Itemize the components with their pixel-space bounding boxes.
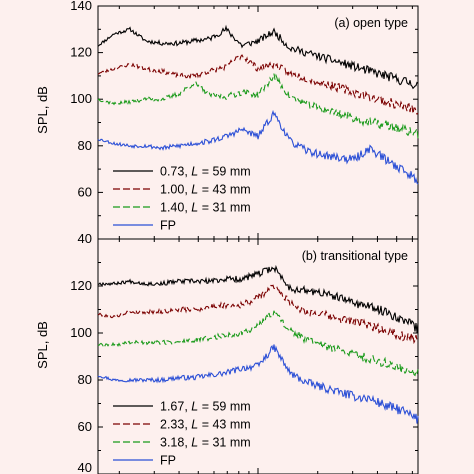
legend-label: 0.73, L = 59 mm — [160, 165, 251, 179]
y-tick-label: 100 — [70, 325, 92, 340]
y-tick-label: 140 — [70, 0, 92, 13]
legend-label: 2.33, L = 43 mm — [160, 418, 251, 432]
legend-label: 1.67, L = 59 mm — [160, 400, 251, 414]
series-line-2 — [97, 54, 419, 115]
y-axis-label-a: SPL, dB — [35, 86, 50, 134]
series-line-2 — [97, 284, 419, 345]
y-tick-label: 60 — [78, 184, 92, 199]
y-tick-label: 100 — [70, 91, 92, 106]
series-line-4 — [97, 344, 419, 424]
y-tick-label: 40 — [78, 231, 92, 246]
panel-transitional-type: 40 60 80 100 120 (b) transitional type 1.67, L… — [70, 238, 419, 474]
legend-label: 1.00, L = 43 mm — [160, 183, 251, 197]
y-tick-label: 80 — [78, 372, 92, 387]
series-line-3 — [97, 73, 419, 139]
y-tick-label: 120 — [70, 278, 92, 293]
y-tick-label: 80 — [78, 138, 92, 153]
series-line-3 — [97, 310, 419, 377]
y-tick-label: 40 — [78, 460, 92, 474]
legend-label: 1.40, L = 31 mm — [160, 201, 251, 215]
legend-label: 3.18, L = 31 mm — [160, 436, 251, 450]
y-axis-label-b: SPL, dB — [35, 321, 50, 369]
panel-open-type: 40 60 80 100 120 140 (a) open type 0.73, L = 59… — [70, 0, 419, 246]
panel-title: (a) open type — [334, 16, 408, 30]
series-line-1 — [97, 264, 419, 333]
legend-label: FP — [160, 454, 176, 468]
series-line-4 — [97, 109, 419, 185]
series-line-1 — [97, 24, 419, 90]
panel-title: (b) transitional type — [302, 249, 408, 263]
y-tick-label: 60 — [78, 419, 92, 434]
legend-label: FP — [160, 219, 176, 233]
y-tick-label: 120 — [70, 45, 92, 60]
